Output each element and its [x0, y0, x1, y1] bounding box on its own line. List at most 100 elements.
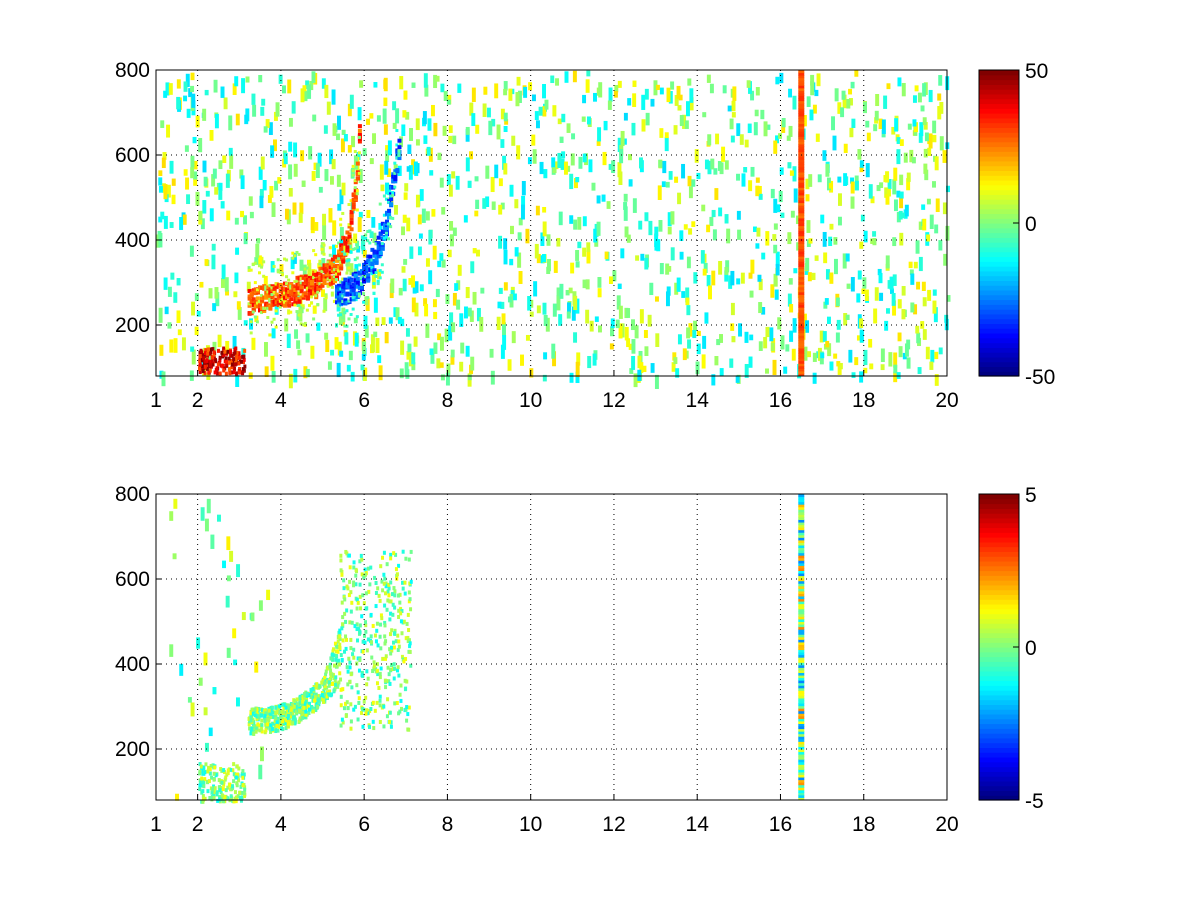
heatmap-cell: [379, 613, 383, 618]
heatmap-cell: [270, 320, 274, 324]
y-tick-label: 400: [115, 653, 150, 676]
heatmap-cell: [308, 701, 312, 706]
heatmap-cell: [424, 303, 429, 317]
heatmap-cell: [208, 359, 212, 364]
heatmap-cell: [798, 77, 805, 81]
heatmap-cell: [679, 230, 684, 242]
heatmap-cell: [842, 253, 847, 269]
heatmap-cell: [798, 248, 805, 252]
heatmap-cell: [329, 176, 334, 185]
heatmap-cell: [268, 290, 273, 295]
heatmap-cell: [611, 160, 616, 174]
heatmap-cell: [289, 704, 293, 709]
heatmap-cell: [284, 710, 288, 715]
heatmap-cell: [798, 110, 805, 114]
heatmap-cell: [332, 254, 337, 259]
heatmap-cell: [169, 160, 174, 174]
heatmap-cell: [198, 677, 203, 686]
heatmap-cell: [288, 141, 293, 152]
heatmap-cell: [798, 105, 805, 109]
heatmap-cell: [798, 769, 805, 773]
heatmap-cell: [765, 231, 770, 246]
heatmap-cell: [322, 278, 327, 283]
heatmap-cell: [623, 206, 628, 221]
heatmap-cell: [188, 88, 193, 98]
heatmap-cell: [558, 314, 563, 326]
heatmap-cell: [212, 687, 217, 695]
colorbar-segment: [979, 541, 1019, 548]
heatmap-cell: [301, 275, 306, 280]
heatmap-cell: [676, 277, 681, 292]
heatmap-cell: [210, 775, 214, 780]
heatmap-cell: [775, 76, 780, 85]
heatmap-cell: [447, 249, 452, 258]
heatmap-cell: [331, 649, 335, 654]
heatmap-cell: [278, 299, 282, 303]
colorbar-segment: [979, 623, 1019, 629]
heatmap-cell: [732, 86, 737, 101]
heatmap-cell: [554, 161, 559, 170]
heatmap-cell: [332, 270, 337, 275]
heatmap-cell: [439, 336, 444, 351]
heatmap-cell: [289, 310, 293, 314]
heatmap-cell: [798, 172, 805, 176]
heatmap-cell: [798, 276, 805, 280]
heatmap-cell: [320, 283, 325, 288]
heatmap-cell: [718, 207, 723, 217]
heatmap-cell: [909, 269, 914, 275]
heatmap-cell: [798, 494, 805, 498]
heatmap-cell: [249, 318, 254, 330]
heatmap-cell: [251, 93, 256, 105]
heatmap-cell: [887, 188, 891, 197]
heatmap-cell: [339, 558, 343, 563]
heatmap-cell: [275, 723, 279, 728]
heatmap-cell: [372, 133, 376, 144]
heatmap-cell: [339, 223, 343, 227]
heatmap-cell: [333, 641, 337, 646]
heatmap-cell: [328, 270, 333, 275]
heatmap-cell: [425, 211, 430, 221]
heatmap-cell: [257, 255, 262, 268]
heatmap-cell: [856, 293, 861, 303]
heatmap-cell: [231, 784, 235, 789]
heatmap-cell: [202, 780, 206, 785]
heatmap-cell: [798, 654, 805, 658]
heatmap-cell: [238, 790, 242, 795]
heatmap-cell: [397, 156, 402, 161]
heatmap-cell: [332, 123, 337, 136]
heatmap-cell: [264, 722, 268, 727]
heatmap-cell: [798, 85, 805, 89]
heatmap-cell: [378, 703, 382, 708]
heatmap-cell: [343, 611, 347, 616]
heatmap-cell: [295, 697, 299, 702]
heatmap-cell: [209, 208, 214, 222]
heatmap-cell: [380, 263, 384, 267]
heatmap-cell: [406, 166, 411, 172]
heatmap-cell: [349, 278, 354, 283]
heatmap-cell: [901, 212, 906, 219]
heatmap-cell: [488, 120, 493, 136]
heatmap-cell: [365, 648, 369, 653]
heatmap-cell: [686, 305, 691, 316]
heatmap-cell: [241, 612, 246, 621]
heatmap-cell: [285, 715, 289, 720]
heatmap-cell: [934, 374, 939, 386]
heatmap-cell: [282, 286, 287, 291]
heatmap-cell: [212, 341, 217, 351]
heatmap-cell: [337, 269, 341, 273]
colorbar-segment: [979, 532, 1019, 538]
heatmap-cell: [637, 355, 642, 369]
heatmap-cell: [372, 258, 377, 263]
heatmap-cell: [345, 239, 350, 244]
heatmap-cell: [375, 317, 380, 327]
heatmap-cell: [901, 82, 906, 97]
heatmap-cell: [310, 295, 314, 299]
heatmap-cell: [441, 259, 446, 268]
heatmap-cell: [798, 151, 805, 155]
heatmap-cell: [880, 348, 885, 363]
heatmap-cell: [347, 258, 351, 262]
heatmap-cell: [287, 289, 292, 294]
colorbar-segment: [979, 141, 1019, 148]
heatmap-cell: [798, 243, 805, 247]
